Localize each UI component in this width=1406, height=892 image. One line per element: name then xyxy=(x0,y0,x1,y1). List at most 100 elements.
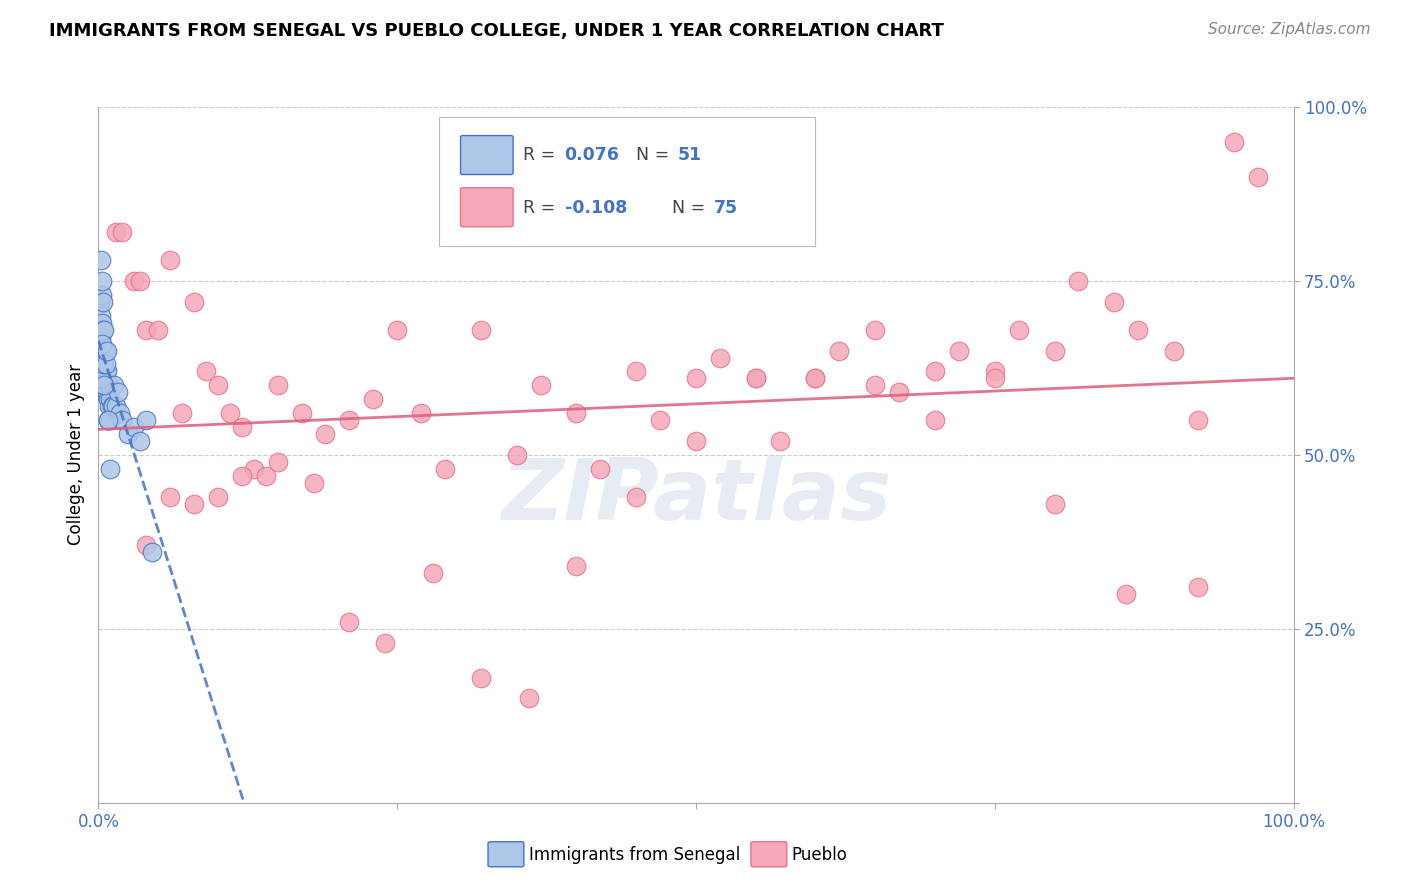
Point xyxy=(111,413,134,427)
Point xyxy=(302,475,325,490)
Text: N =: N = xyxy=(672,199,706,217)
Point xyxy=(565,559,588,574)
Point xyxy=(1128,323,1150,337)
Point xyxy=(91,323,114,337)
Point xyxy=(108,406,131,420)
Point xyxy=(94,385,117,400)
Point xyxy=(1067,274,1090,288)
Point xyxy=(94,343,117,358)
Text: Immigrants from Senegal: Immigrants from Senegal xyxy=(529,846,740,864)
FancyBboxPatch shape xyxy=(439,118,815,246)
Point xyxy=(195,364,218,378)
Point xyxy=(828,343,851,358)
Point xyxy=(339,413,361,427)
Point xyxy=(90,309,112,323)
Point xyxy=(434,462,457,476)
Point xyxy=(1043,343,1066,358)
Point xyxy=(804,371,827,385)
Point xyxy=(267,455,290,469)
Point xyxy=(97,392,120,407)
Point xyxy=(1187,580,1209,594)
Point xyxy=(101,399,124,413)
Point xyxy=(924,364,946,378)
Point xyxy=(517,691,540,706)
Point xyxy=(91,288,114,302)
Point xyxy=(129,274,152,288)
Point xyxy=(506,448,529,462)
Point xyxy=(90,351,112,365)
Point xyxy=(315,427,337,442)
Point xyxy=(374,636,396,650)
Point xyxy=(339,615,361,629)
Point xyxy=(135,323,157,337)
Point xyxy=(745,371,768,385)
Point xyxy=(1223,135,1246,149)
Point xyxy=(207,378,229,392)
Point xyxy=(1163,343,1185,358)
Point xyxy=(93,378,115,392)
Point xyxy=(91,316,114,330)
Point xyxy=(385,323,409,337)
Point xyxy=(93,323,115,337)
Point xyxy=(117,427,139,442)
Text: R =: R = xyxy=(523,146,555,164)
Point xyxy=(89,294,111,309)
Point xyxy=(470,671,492,685)
Point xyxy=(148,323,170,337)
Point xyxy=(768,434,790,448)
Point xyxy=(103,378,125,392)
Point xyxy=(183,294,205,309)
Point xyxy=(91,336,114,351)
Point xyxy=(135,413,157,427)
Point xyxy=(267,378,290,392)
Point xyxy=(98,378,121,392)
FancyBboxPatch shape xyxy=(488,842,524,867)
Point xyxy=(91,364,114,378)
Point xyxy=(589,462,612,476)
Point xyxy=(135,538,157,552)
Point xyxy=(124,274,146,288)
FancyBboxPatch shape xyxy=(751,842,787,867)
Point xyxy=(924,413,946,427)
Point xyxy=(1104,294,1126,309)
Point xyxy=(948,343,970,358)
Point xyxy=(709,351,731,365)
Point xyxy=(422,566,444,581)
Point xyxy=(98,462,122,476)
Point xyxy=(219,406,242,420)
Point xyxy=(105,399,128,413)
Point xyxy=(243,462,266,476)
Point xyxy=(98,392,122,407)
Point xyxy=(291,406,314,420)
Point xyxy=(91,343,114,358)
Point xyxy=(231,468,253,483)
Point xyxy=(91,294,114,309)
Point xyxy=(231,420,253,434)
Text: ZIPatlas: ZIPatlas xyxy=(501,455,891,538)
Point xyxy=(141,545,163,559)
Point xyxy=(363,392,385,407)
Text: Pueblo: Pueblo xyxy=(792,846,848,864)
Point xyxy=(90,329,112,343)
Text: Source: ZipAtlas.com: Source: ZipAtlas.com xyxy=(1208,22,1371,37)
Point xyxy=(91,343,114,358)
Point xyxy=(93,364,115,378)
Point xyxy=(97,413,120,427)
Point xyxy=(1187,413,1209,427)
Point xyxy=(96,343,118,358)
Point xyxy=(470,323,492,337)
Point xyxy=(626,364,648,378)
Point xyxy=(172,406,194,420)
Point xyxy=(865,378,887,392)
Point xyxy=(159,253,181,268)
Point xyxy=(685,434,707,448)
Point xyxy=(89,323,111,337)
Point xyxy=(804,371,827,385)
Point xyxy=(1115,587,1137,601)
Point xyxy=(94,358,117,372)
Point xyxy=(111,225,134,239)
Point xyxy=(98,399,121,413)
Point xyxy=(93,378,115,392)
Point xyxy=(648,413,672,427)
Point xyxy=(1043,497,1066,511)
